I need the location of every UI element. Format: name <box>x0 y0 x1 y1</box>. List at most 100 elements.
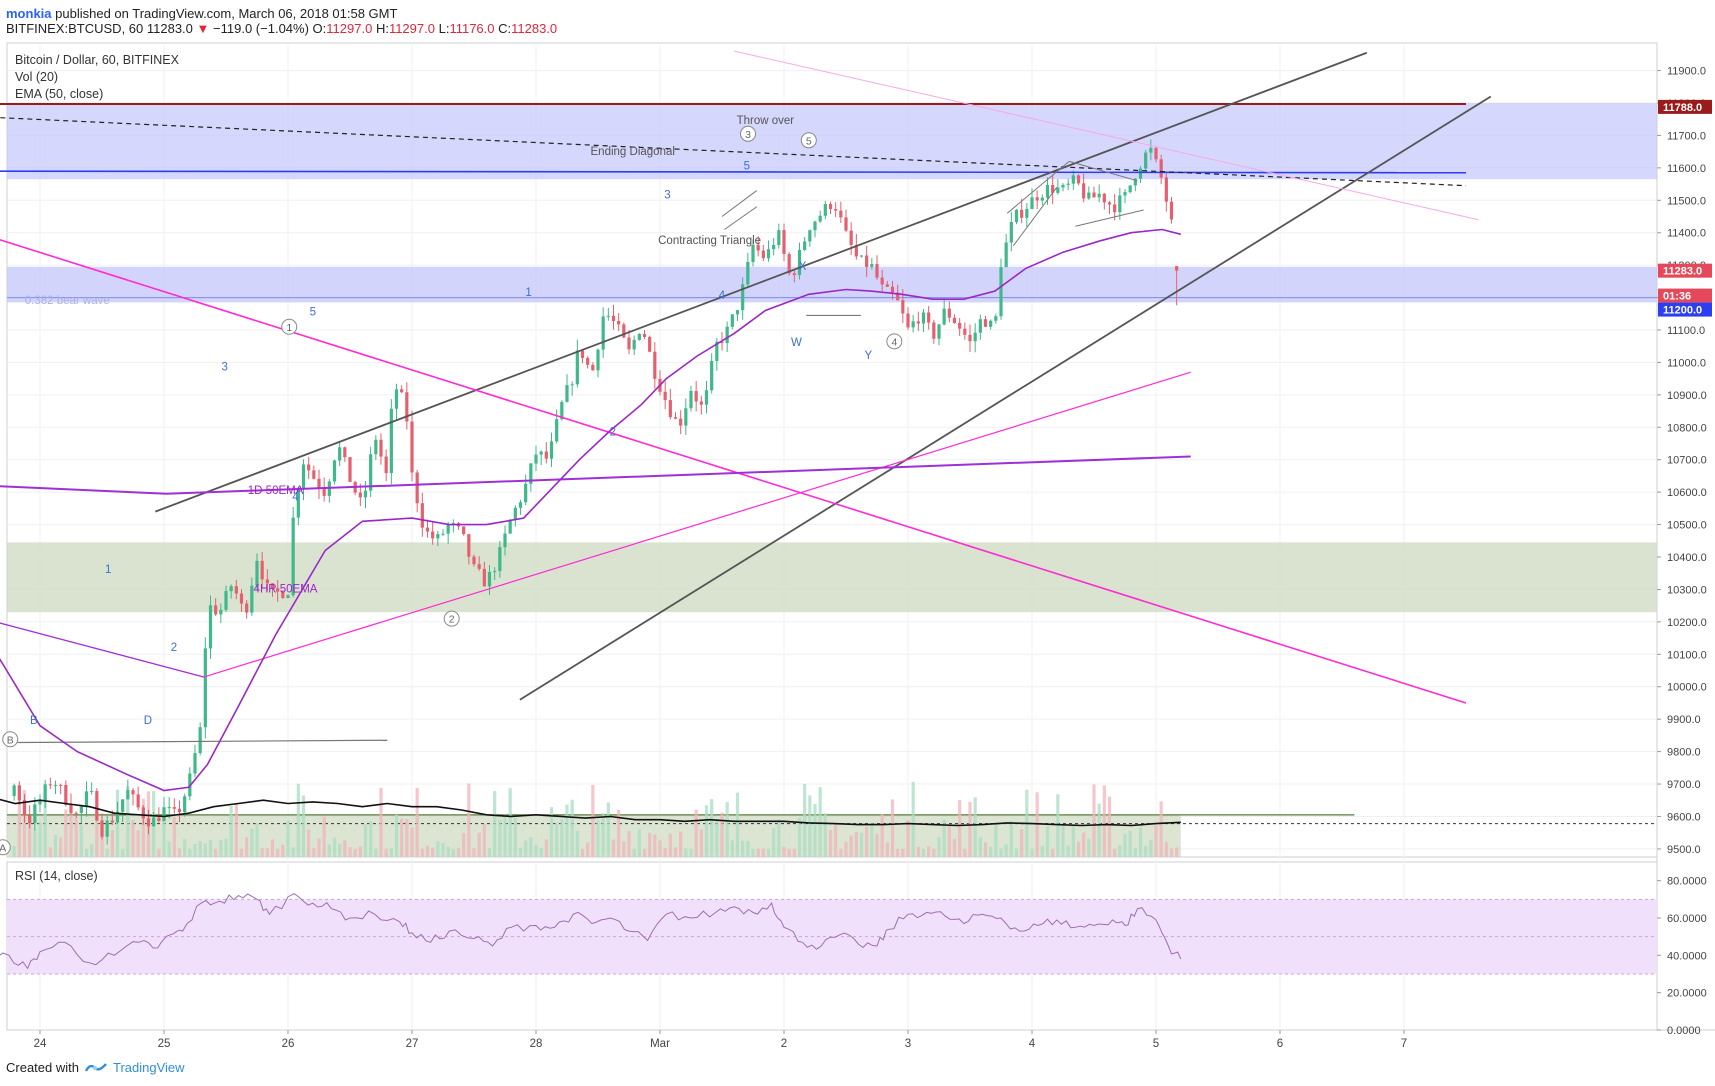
tradingview-brand-link[interactable]: TradingView <box>112 1060 185 1075</box>
candle-body <box>606 315 610 317</box>
candle-body <box>529 463 533 484</box>
candle-body <box>937 324 941 339</box>
candle-body <box>1107 202 1112 205</box>
candle-body <box>1061 184 1065 188</box>
created-with-label: Created with <box>6 1060 79 1075</box>
volume-bar <box>327 844 331 857</box>
candle-body <box>84 791 89 807</box>
annotation-label: 4HR 50EMA <box>254 584 318 596</box>
volume-bar <box>234 803 238 857</box>
candle-body <box>518 502 523 508</box>
volume-bar <box>937 837 941 857</box>
candle-body <box>436 533 440 539</box>
volume-bar <box>952 839 957 857</box>
wave-circle-label: A <box>0 842 6 854</box>
candles <box>12 139 1179 845</box>
volume-bar <box>653 834 657 857</box>
purple-ema-left <box>0 485 167 495</box>
candle-body <box>684 408 688 426</box>
candle-body <box>1092 192 1096 198</box>
volume-bar <box>1082 832 1086 857</box>
magenta-rising-line <box>203 371 1191 678</box>
rsi-plot <box>0 893 1657 975</box>
volume-bar <box>369 821 373 857</box>
volume-bar <box>286 820 290 857</box>
candle-body <box>766 249 771 259</box>
volume-bar <box>260 848 264 857</box>
volume-bar <box>276 848 280 857</box>
price-tick-label: 11900.0 <box>1667 66 1706 78</box>
candle-body <box>673 417 678 419</box>
volume-bar <box>301 795 306 857</box>
price-tick-label: 10200.0 <box>1667 617 1707 629</box>
candle-body <box>291 517 295 596</box>
volume-bar <box>69 812 73 857</box>
candle-body <box>394 389 399 409</box>
candle-body <box>198 727 202 754</box>
candle-body <box>415 472 419 504</box>
candle-body <box>751 244 755 262</box>
volume-bar <box>720 812 724 857</box>
volume-bar <box>338 843 342 857</box>
volume-bar <box>575 831 579 857</box>
volume-bar <box>663 847 667 857</box>
candle-body <box>229 586 233 592</box>
volume-bar <box>1040 845 1044 857</box>
candle-body <box>472 556 476 565</box>
time-tick-label: 26 <box>282 1038 295 1050</box>
candle-body <box>746 261 750 285</box>
candle-body <box>1040 197 1044 201</box>
volume-bar <box>849 835 853 857</box>
volume-bar <box>658 840 662 857</box>
author-link[interactable]: monkia <box>6 6 52 21</box>
volume-bar <box>121 848 125 857</box>
wave-circle <box>740 125 757 142</box>
candle-body <box>312 470 316 479</box>
volume-bar <box>389 848 393 857</box>
annotation-label: Ending Diagonal <box>591 146 675 158</box>
candle-body <box>193 753 197 774</box>
candle-body <box>539 451 543 455</box>
volume-bar <box>766 848 771 857</box>
volume-bar <box>983 842 988 857</box>
volume-bar <box>642 848 647 857</box>
volume-bar <box>1061 824 1065 857</box>
volume-bar <box>637 829 641 857</box>
volume-bar <box>1138 827 1143 857</box>
candle-body <box>1113 204 1117 213</box>
candle-body <box>467 534 471 557</box>
candle-body <box>1159 159 1163 178</box>
volume-bar <box>673 847 678 857</box>
volume-bar <box>353 848 357 857</box>
volume-bar <box>1144 845 1148 857</box>
volume-bar <box>1014 848 1019 857</box>
volume-bar <box>865 826 869 857</box>
candle-body <box>1154 147 1158 160</box>
volume-bar <box>508 788 512 857</box>
rsi-line <box>0 893 1182 970</box>
candle-body <box>735 310 740 315</box>
candle-body <box>586 357 590 365</box>
ema-line <box>0 228 1181 827</box>
candle-body <box>167 807 171 809</box>
volume-bar <box>1030 848 1034 857</box>
candle-body <box>952 317 957 323</box>
annotation-label: W <box>791 337 802 349</box>
candle-body <box>281 591 285 599</box>
volume-bar <box>906 820 910 857</box>
candle-body <box>591 364 595 371</box>
candle-body <box>115 811 120 823</box>
volume-bar <box>808 795 812 857</box>
candle-body <box>513 507 517 520</box>
volume-bar <box>467 783 471 857</box>
volume-bar <box>715 820 719 857</box>
wave-circle <box>0 839 11 856</box>
volume-bar <box>425 845 430 857</box>
candle-body <box>911 321 915 328</box>
volume-bar <box>100 829 104 857</box>
candle-body <box>17 785 21 801</box>
rsi-tick-label: 0.0000 <box>1667 1025 1701 1037</box>
candle-body <box>1082 183 1086 199</box>
high-value: 11297.0 <box>388 21 435 36</box>
